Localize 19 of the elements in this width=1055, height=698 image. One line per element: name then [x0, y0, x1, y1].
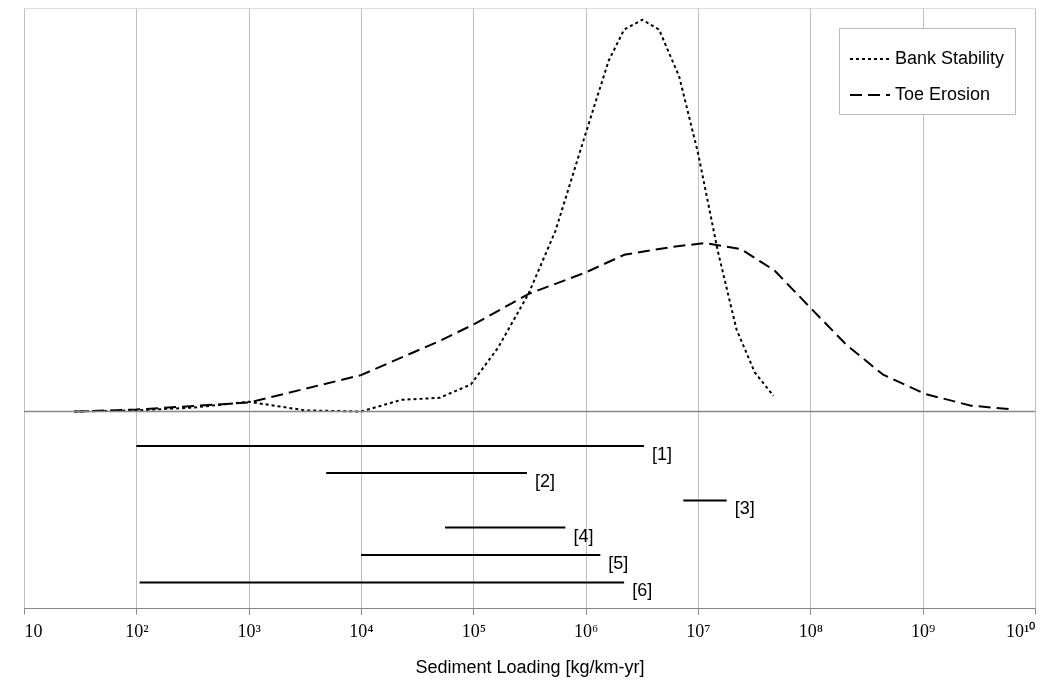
- annotation: [6]: [632, 580, 653, 601]
- legend-label: Toe Erosion: [895, 84, 991, 104]
- x-tick-label: 10⁶: [574, 620, 599, 641]
- x-tick-label: 10³: [237, 620, 262, 641]
- x-tick-label: 10⁵: [461, 620, 486, 641]
- annotation: [4]: [573, 525, 594, 546]
- annotation: [5]: [608, 552, 629, 573]
- x-tick-label: 10²: [125, 620, 149, 641]
- x-tick-label: 10⁴: [349, 620, 374, 641]
- x-tick-label: 10⁹: [911, 620, 936, 641]
- legend-label: Bank Stability: [895, 48, 1005, 68]
- annotation: [3]: [734, 498, 755, 519]
- x-tick-label: 10⁸: [798, 620, 823, 641]
- x-tick-label: 10: [24, 620, 43, 641]
- annotation: [1]: [651, 444, 672, 465]
- annotation: [2]: [534, 471, 555, 492]
- x-tick-label: 10¹⁰: [1006, 620, 1036, 641]
- x-axis-title: Sediment Loading [kg/km-yr]: [415, 656, 645, 677]
- x-tick-label: 10⁷: [686, 620, 711, 641]
